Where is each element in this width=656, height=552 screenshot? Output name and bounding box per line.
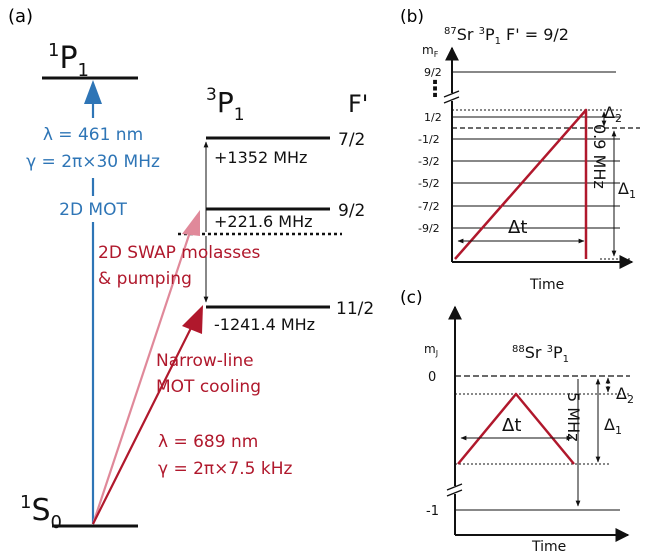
narrow-label-line2: MOT cooling: [156, 377, 261, 397]
mf-tick-m1-2: -1/2: [418, 133, 440, 146]
blue-mot-label: 2D MOT: [59, 200, 127, 220]
f-label-11-2: 11/2: [336, 299, 374, 319]
shift-9-2: +221.6 MHz: [214, 212, 313, 231]
f-label-7-2: 7/2: [338, 130, 365, 150]
panel-c-span-label: 5 MHz: [564, 392, 583, 442]
f-label-9-2: 9/2: [338, 201, 365, 221]
blue-mot-bg: [40, 196, 146, 222]
panel-c-axis-break-bg: [447, 486, 463, 494]
pink-arrowhead: [182, 210, 200, 236]
blue-arrowhead: [84, 80, 102, 104]
panel-b-sweep: [454, 108, 588, 260]
panel-a: (a) 1P1 1S0 λ = 461 nm γ = 2π×30 MHz 2D …: [8, 6, 374, 533]
panel-b-axis-break-bg: [444, 93, 460, 101]
panel-c-delta1-label: Δ1: [604, 415, 622, 437]
mf-tick-1-2: 1/2: [424, 111, 442, 124]
blue-label-bg: [18, 118, 170, 178]
swap-label-line1: 2D SWAP molasses: [98, 243, 261, 263]
narrow-label-line1: Narrow-line: [156, 351, 254, 371]
panel-a-label: (a): [8, 6, 33, 27]
panel-b-delta1-label: Δ1: [618, 179, 636, 201]
shift-7-2: +1352 MHz: [214, 148, 307, 167]
panel-b-axis-break-2: [443, 96, 460, 104]
panel-b-axis-break-1: [443, 90, 460, 98]
panel-b-ellipsis: ⋮: [424, 77, 446, 102]
label-3p1: 3P1: [206, 85, 245, 125]
mf-tick-m7-2: -7/2: [418, 200, 440, 213]
panel-b-label: (b): [400, 7, 424, 27]
panel-b-dt-label: Δt: [508, 217, 527, 238]
panel-b-title: 87Sr 3P1 F' = 9/2: [444, 25, 569, 47]
swap-label-line2: & pumping: [98, 269, 192, 289]
mf-tick-m5-2: -5/2: [418, 177, 440, 190]
red-linewidth: γ = 2π×7.5 kHz: [158, 459, 292, 479]
panel-c: (c) 88Sr 3P1 mJ 0 -1 Δt Time 5 MHz Δ2 Δ1: [400, 288, 634, 552]
label-f-prime: F': [348, 90, 368, 118]
mj-tick-0: 0: [428, 370, 436, 385]
pink-transition-line: [91, 231, 192, 525]
panel-c-delta2-label: Δ2: [616, 384, 634, 406]
panel-c-title: 88Sr 3P1: [512, 343, 569, 365]
panel-b-span-label: 0.9 MHz: [590, 124, 609, 189]
panel-c-xlabel: Time: [531, 539, 566, 552]
panel-c-ylabel: mJ: [424, 342, 438, 358]
red-transition-line: [92, 317, 197, 525]
mf-tick-m3-2: -3/2: [418, 155, 440, 168]
panel-b: (b) 87Sr 3P1 F' = 9/2 mF ⋮ 9/2 1/2 -1/2 …: [400, 7, 640, 293]
panel-c-axis-break-2: [446, 489, 463, 497]
shift-11-2: -1241.4 MHz: [214, 315, 315, 334]
blue-linewidth: γ = 2π×30 MHz: [26, 152, 160, 172]
panel-b-ylabel: mF: [422, 43, 439, 59]
red-wavelength: λ = 689 nm: [158, 432, 258, 452]
mf-tick-m9-2: -9/2: [418, 222, 440, 235]
mj-tick-m1: -1: [426, 504, 439, 519]
panel-c-dt-label: Δt: [502, 415, 521, 436]
label-1p1: 1P1: [48, 40, 89, 81]
blue-wavelength: λ = 461 nm: [43, 125, 143, 145]
panel-c-axis-break-1: [446, 483, 463, 491]
panel-c-label: (c): [400, 288, 423, 308]
red-arrowhead: [182, 305, 203, 334]
panel-c-sweep: [457, 392, 575, 465]
mf-tick-9-2-top: 9/2: [424, 66, 442, 79]
label-1s0: 1S0: [20, 492, 62, 533]
panel-b-xlabel: Time: [529, 277, 564, 293]
panel-b-delta2-label: Δ2: [604, 103, 622, 125]
